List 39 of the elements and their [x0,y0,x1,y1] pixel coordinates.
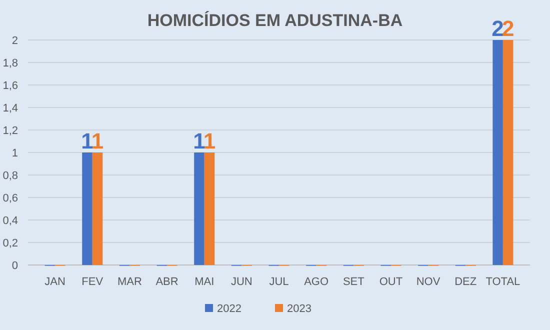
y-tick-label: 1,8 [2,58,18,70]
x-tick-label: OUT [379,276,403,288]
x-tick-label: JUL [269,276,289,288]
x-tick-label: ABR [156,276,178,288]
x-tick-label: MAI [194,276,214,288]
y-tick-label: 0,2 [2,238,18,250]
legend-label: 2022 [217,303,242,315]
bar [502,40,514,265]
y-tick-label: 0,4 [2,215,18,227]
x-tick-label: JAN [44,276,66,288]
data-label: 1 [193,128,206,154]
x-tick-label: NOV [416,276,441,288]
y-tick-label: 0,8 [2,170,18,182]
data-label: 1 [81,128,94,154]
y-tick-label: 0 [12,260,18,272]
x-tick-label: MAR [117,276,142,288]
data-label: 2 [502,16,514,41]
data-label: 1 [203,128,216,154]
y-tick-label: 1,6 [2,80,18,92]
x-tick-label: JUN [230,276,252,288]
chart-title: HOMICÍDIOS EM ADUSTINA-BA [147,10,403,30]
x-tick-label: TOTAL [486,276,520,288]
y-tick-label: 2 [12,35,18,47]
bar [92,152,103,265]
y-tick-label: 1,4 [2,102,18,114]
bar [204,152,215,265]
bar [492,40,503,265]
x-tick-label: DEZ [454,276,477,288]
y-tick-label: 1 [12,148,18,160]
data-label: 1 [91,128,104,154]
legend-label: 2023 [287,303,312,315]
y-tick-label: 0,6 [2,192,18,204]
bar [194,152,204,265]
x-tick-label: SET [342,276,365,288]
bar [82,152,92,265]
x-tick-label: AGO [304,276,329,288]
y-tick-label: 1,2 [2,125,18,137]
x-tick-label: FEV [82,276,104,288]
data-label: 2 [492,16,504,41]
